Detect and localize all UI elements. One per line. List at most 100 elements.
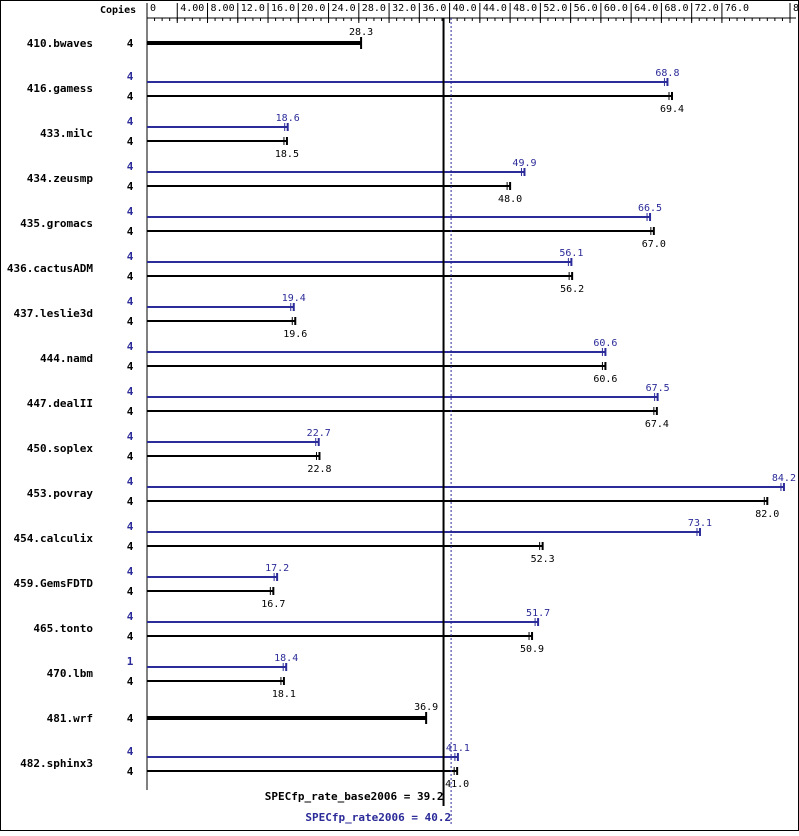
x-tick-label: 76.0: [725, 3, 749, 14]
peak-copies-label: 4: [127, 340, 134, 353]
peak-value-label: 68.8: [655, 68, 679, 79]
peak-copies-label: 4: [127, 475, 134, 488]
base-mean-label: SPECfp_rate_base2006 = 39.2: [265, 790, 444, 803]
base-value-label: 18.1: [272, 689, 296, 700]
base-copies-label: 4: [127, 315, 134, 328]
base-value-label: 28.3: [349, 27, 373, 38]
peak-copies-label: 4: [127, 250, 134, 263]
x-tick-label: 20.0: [301, 3, 325, 14]
base-value-label: 82.0: [755, 509, 779, 520]
base-value-label: 41.0: [445, 779, 469, 790]
x-tick-label: 48.0: [513, 3, 537, 14]
x-tick-label: 72.0: [695, 3, 719, 14]
base-value-label: 69.4: [660, 104, 684, 115]
base-value-label: 60.6: [593, 374, 617, 385]
x-tick-label: 44.0: [483, 3, 507, 14]
base-value-label: 19.6: [283, 329, 307, 340]
x-tick-label: 24.0: [332, 3, 356, 14]
x-tick-label: 12.0: [241, 3, 265, 14]
peak-copies-label: 4: [127, 205, 134, 218]
peak-value-label: 17.2: [265, 563, 289, 574]
base-copies-label: 4: [127, 765, 134, 778]
benchmark-label: 410.bwaves: [27, 37, 93, 50]
x-tick-label: 64.0: [634, 3, 658, 14]
base-copies-label: 4: [127, 630, 134, 643]
peak-value-label: 56.1: [559, 248, 583, 259]
peak-value-label: 49.9: [512, 158, 536, 169]
x-tick-label: 36.0: [422, 3, 446, 14]
peak-value-label: 19.4: [282, 293, 306, 304]
peak-copies-label: 4: [127, 610, 134, 623]
x-tick-label: 4.00: [180, 3, 204, 14]
x-tick-label: 40.0: [453, 3, 477, 14]
base-copies-label: 4: [127, 585, 134, 598]
benchmark-label: 433.milc: [40, 127, 93, 140]
peak-value-label: 41.1: [446, 743, 470, 754]
benchmark-label: 450.soplex: [27, 442, 94, 455]
benchmark-label: 435.gromacs: [20, 217, 93, 230]
benchmark-label: 444.namd: [40, 352, 93, 365]
base-value-label: 22.8: [307, 464, 331, 475]
peak-copies-label: 1: [127, 655, 134, 668]
x-tick-label: 8.00: [211, 3, 235, 14]
peak-value-label: 51.7: [526, 608, 550, 619]
base-value-label: 56.2: [560, 284, 584, 295]
x-tick-label: 0: [150, 3, 156, 14]
benchmark-label: 447.dealII: [27, 397, 93, 410]
benchmark-label: 465.tonto: [33, 622, 93, 635]
peak-copies-label: 4: [127, 295, 134, 308]
peak-copies-label: 4: [127, 115, 134, 128]
peak-copies-label: 4: [127, 160, 134, 173]
peak-value-label: 84.2: [772, 473, 796, 484]
peak-copies-label: 4: [127, 520, 134, 533]
peak-copies-label: 4: [127, 385, 134, 398]
benchmark-label: 437.leslie3d: [14, 307, 93, 320]
base-value-label: 36.9: [414, 702, 438, 713]
peak-copies-label: 4: [127, 745, 134, 758]
peak-value-label: 67.5: [646, 383, 670, 394]
base-copies-label: 4: [127, 360, 134, 373]
benchmark-label: 416.gamess: [27, 82, 93, 95]
benchmark-label: 482.sphinx3: [20, 757, 93, 770]
base-copies-label: 4: [127, 135, 134, 148]
peak-value-label: 60.6: [593, 338, 617, 349]
base-copies-label: 4: [127, 712, 134, 725]
benchmark-label: 453.povray: [27, 487, 94, 500]
peak-value-label: 18.6: [276, 113, 300, 124]
peak-value-label: 66.5: [638, 203, 662, 214]
benchmark-label: 436.cactusADM: [7, 262, 93, 275]
benchmark-label: 454.calculix: [14, 532, 94, 545]
peak-copies-label: 4: [127, 565, 134, 578]
x-tick-label: 32.0: [392, 3, 416, 14]
copies-header: Copies: [100, 4, 136, 16]
base-copies-label: 4: [127, 90, 134, 103]
base-copies-label: 4: [127, 405, 134, 418]
base-copies-label: 4: [127, 495, 134, 508]
benchmark-label: 459.GemsFDTD: [14, 577, 94, 590]
x-tick-label: 68.0: [664, 3, 688, 14]
peak-value-label: 18.4: [274, 653, 298, 664]
base-copies-label: 4: [127, 270, 134, 283]
peak-copies-label: 4: [127, 70, 134, 83]
base-copies-label: 4: [127, 450, 134, 463]
base-value-label: 18.5: [275, 149, 299, 160]
base-value-label: 67.4: [645, 419, 669, 430]
x-tick-label: 60.0: [604, 3, 628, 14]
x-tick-label: 16.0: [271, 3, 295, 14]
benchmark-label: 434.zeusmp: [27, 172, 94, 185]
base-copies-label: 4: [127, 37, 134, 50]
peak-copies-label: 4: [127, 430, 134, 443]
base-value-label: 16.7: [261, 599, 285, 610]
x-tick-label: 28.0: [362, 3, 386, 14]
peak-value-label: 22.7: [307, 428, 331, 439]
peak-mean-label: SPECfp_rate2006 = 40.2: [305, 811, 451, 824]
base-value-label: 67.0: [642, 239, 666, 250]
base-copies-label: 4: [127, 225, 134, 238]
base-copies-label: 4: [127, 180, 134, 193]
x-tick-label: 52.0: [543, 3, 567, 14]
x-tick-label: 56.0: [574, 3, 598, 14]
base-value-label: 48.0: [498, 194, 522, 205]
base-value-label: 50.9: [520, 644, 544, 655]
